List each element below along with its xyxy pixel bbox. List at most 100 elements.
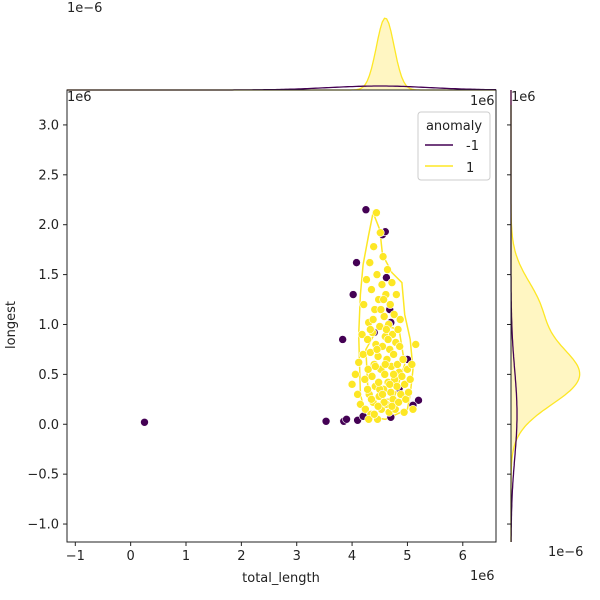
- right-density-fill: [511, 90, 580, 542]
- normal-point: [379, 312, 389, 321]
- main-y-offset-label-right: 1e6: [470, 94, 495, 109]
- y-tick-label: 0.5: [38, 368, 59, 383]
- normal-point: [395, 315, 405, 324]
- normal-point: [369, 242, 378, 251]
- normal-point: [383, 265, 392, 274]
- x-tick-label: 0: [127, 549, 135, 564]
- legend-box: [417, 111, 491, 181]
- normal-point: [380, 370, 390, 379]
- y-tick-label: −1.0: [27, 518, 59, 533]
- right-axis-offset-label: 1e6: [511, 90, 536, 105]
- anomaly-point: [140, 417, 149, 427]
- normal-point: [382, 325, 391, 334]
- normal-point: [367, 372, 377, 381]
- normal-point: [354, 358, 364, 367]
- normal-point: [400, 380, 409, 389]
- legend-label-anomaly: -1: [466, 139, 479, 154]
- normal-point: [371, 362, 380, 371]
- y-tick-label: 3.0: [38, 118, 59, 133]
- normal-point: [363, 365, 373, 374]
- normal-point: [363, 335, 372, 344]
- normal-point: [389, 350, 398, 359]
- x-tick-label: 6: [459, 549, 467, 564]
- normal-point: [361, 404, 370, 414]
- normal-point: [397, 372, 407, 381]
- main-x-offset-label: 1e6: [470, 569, 495, 584]
- right-marginal-offset-label: 1e−6: [548, 545, 583, 560]
- normal-point: [373, 352, 383, 361]
- normal-point: [379, 295, 388, 304]
- y-tick-label: 2.0: [38, 218, 59, 233]
- normal-point: [347, 380, 357, 389]
- normal-point: [387, 402, 397, 411]
- main-y-offset-label: 1e6: [67, 90, 92, 105]
- normal-point: [405, 375, 415, 384]
- anomaly-point: [342, 414, 351, 424]
- normal-point: [389, 370, 398, 379]
- x-axis-title: total_length: [242, 571, 320, 586]
- main-scatter-plot: −1 0 1 2 3 4 5 6 −1.0 −0.5 0.0 0.5 1.0 1.5 2.0 2.5 3.0: [27, 89, 497, 564]
- y-tick-label: 0.0: [38, 418, 59, 433]
- normal-point: [380, 360, 390, 369]
- normal-point: [378, 252, 388, 261]
- normal-point: [365, 258, 375, 267]
- normal-point: [398, 355, 408, 364]
- normal-point: [376, 228, 385, 237]
- x-tick-label: −1: [66, 549, 85, 564]
- normal-point: [363, 385, 372, 394]
- normal-point: [392, 382, 402, 391]
- y-tick-label: 2.5: [38, 168, 59, 183]
- legend: anomaly -1 1: [417, 111, 491, 181]
- normal-point: [366, 325, 375, 334]
- normal-point: [383, 335, 393, 344]
- normal-point: [374, 378, 383, 387]
- top-marginal-density: [67, 17, 496, 91]
- normal-point: [372, 345, 382, 354]
- normal-point: [387, 278, 397, 287]
- normal-point: [392, 290, 401, 299]
- legend-label-normal: 1: [466, 161, 474, 176]
- normal-point: [367, 395, 376, 404]
- normal-point: [376, 305, 386, 314]
- x-tick-label: 1: [182, 549, 190, 564]
- normal-point: [353, 390, 362, 399]
- normal-point: [404, 388, 413, 397]
- normal-point: [358, 350, 368, 359]
- anomaly-point: [321, 416, 331, 426]
- normal-point: [394, 398, 403, 407]
- normal-point: [385, 380, 395, 389]
- normal-point: [411, 340, 421, 349]
- y-axis-ticks: −1.0 −0.5 0.0 0.5 1.0 1.5 2.0 2.5 3.0: [27, 118, 67, 533]
- x-tick-label: 4: [348, 549, 356, 564]
- x-axis-ticks: −1 0 1 2 3 4 5 6: [66, 542, 467, 564]
- anomaly-point: [361, 205, 371, 215]
- top-density-normal: [67, 17, 496, 91]
- x-tick-label: 3: [293, 549, 301, 564]
- anomaly-point: [352, 258, 361, 267]
- normal-point: [367, 285, 376, 294]
- x-tick-label: 5: [403, 549, 411, 564]
- normal-point: [393, 325, 403, 334]
- normal-point: [395, 342, 404, 351]
- anomaly-point: [414, 396, 423, 405]
- normal-point: [372, 270, 382, 279]
- legend-title: anomaly: [426, 119, 482, 134]
- anomaly-point: [348, 290, 358, 299]
- normal-point: [379, 398, 389, 407]
- top-marginal-offset-label: 1e−6: [67, 1, 102, 16]
- normal-point: [378, 390, 387, 399]
- normal-point: [408, 404, 418, 414]
- normal-point: [362, 275, 371, 284]
- normal-point: [399, 407, 409, 417]
- y-tick-label: 1.0: [38, 318, 59, 333]
- normal-point: [357, 330, 367, 339]
- normal-point: [377, 280, 387, 289]
- x-tick-label: 2: [237, 549, 245, 564]
- normal-point: [351, 370, 360, 379]
- normal-point: [360, 375, 370, 384]
- normal-point: [368, 315, 378, 324]
- normal-point: [407, 360, 417, 369]
- normal-point: [372, 208, 381, 218]
- normal-point: [369, 409, 379, 419]
- normal-point: [359, 300, 369, 309]
